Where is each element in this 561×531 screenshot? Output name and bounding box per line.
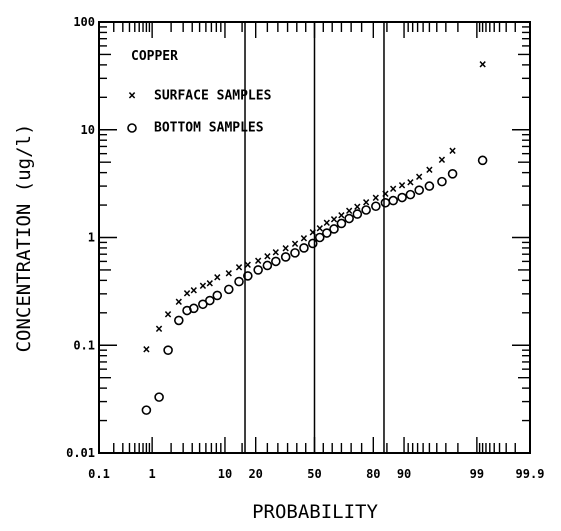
data-point-bottom: [253, 265, 263, 275]
y-tick-label: 100: [73, 15, 95, 29]
data-point-surface: ×: [316, 221, 324, 236]
data-point-surface: ×: [213, 271, 221, 286]
data-point-surface: ×: [164, 308, 172, 323]
tick-labels: 0.1 1 10 20 50 80 90 99 99.9 0.01 0.1 1 10 100: [66, 15, 544, 481]
y-tick-label: 10: [81, 123, 95, 137]
data-point-surface: ×: [389, 182, 397, 197]
data-point-bottom: [397, 192, 407, 203]
data-point-bottom: [352, 209, 363, 219]
data-point-surface: ×: [372, 191, 380, 206]
data-point-bottom: [371, 201, 381, 212]
data-point-surface: ×: [142, 343, 150, 358]
data-point-bottom: [437, 176, 447, 187]
data-point-surface: ×: [362, 195, 370, 210]
data-points: ×××××× × × × × × × × × × × × × × × × × × × × × × × × × × × ××××: [141, 57, 488, 415]
data-point-bottom: [336, 218, 347, 229]
data-point-bottom: [405, 189, 416, 200]
x-tick-label: 90: [397, 467, 411, 481]
data-point-surface: ×: [190, 283, 198, 298]
data-point-surface: ×: [479, 57, 487, 72]
x-tick-label: 99.9: [516, 467, 545, 481]
data-point-surface: ×: [415, 170, 423, 185]
data-point-bottom: [271, 256, 281, 267]
data-point-surface: ×: [155, 322, 163, 337]
x-tick-label: 0.1: [88, 467, 110, 481]
data-point-surface: ×: [382, 187, 390, 202]
data-point-bottom: [344, 213, 354, 224]
x-tick-label: 99: [470, 467, 484, 481]
data-point-bottom: [447, 169, 458, 179]
data-point-surface: ×: [345, 204, 353, 219]
data-point-surface: ×: [438, 153, 446, 168]
data-point-bottom: [477, 155, 488, 166]
y-tick-label: 0.01: [66, 446, 95, 460]
data-point-bottom: [361, 205, 371, 215]
data-point-surface: ×: [282, 242, 290, 257]
data-point-surface: ×: [272, 245, 280, 260]
y-tick-label: 1: [88, 231, 95, 245]
data-point-bottom: [322, 228, 332, 238]
legend: COPPER × SURFACE SAMPLES BOTTOM SAMPLES: [127, 49, 272, 136]
data-point-surface: ×: [323, 216, 331, 231]
data-point-bottom: [163, 345, 173, 355]
data-point-surface: ×: [263, 249, 271, 264]
x-tick-label: 50: [307, 467, 321, 481]
grid-lines: [244, 22, 385, 453]
data-point-surface: ×: [199, 279, 207, 294]
data-point-bottom: [329, 224, 339, 234]
data-point-bottom: [388, 195, 399, 206]
data-point-surface: ×: [291, 237, 299, 252]
data-point-surface: ×: [235, 261, 243, 276]
data-point-bottom: [307, 238, 318, 249]
y-axis-title: CONCENTRATION (ug/l): [13, 124, 35, 353]
data-point-surface: ×: [353, 200, 361, 215]
data-point-bottom: [414, 185, 424, 195]
data-point-bottom: [223, 284, 234, 295]
data-point-surface: ×: [206, 277, 214, 292]
data-point-bottom: [290, 248, 300, 258]
data-point-surface: ×: [398, 179, 406, 194]
x-tick-label: 80: [366, 467, 380, 481]
data-point-surface: ×: [406, 176, 414, 191]
legend-label-surface: SURFACE SAMPLES: [154, 89, 272, 104]
legend-label-bottom: BOTTOM SAMPLES: [154, 121, 264, 136]
data-point-surface: ×: [338, 209, 346, 224]
axis-ticks: [99, 22, 530, 453]
data-point-bottom: [212, 290, 223, 301]
data-point-surface: ×: [244, 258, 252, 273]
y-tick-label: 0.1: [73, 338, 95, 352]
data-point-surface: ×: [254, 254, 262, 269]
data-point-bottom: [174, 315, 184, 326]
legend-marker-bottom: [127, 123, 137, 133]
x-tick-label: 10: [218, 467, 232, 481]
data-point-surface: ×: [309, 226, 317, 241]
data-point-surface: ×: [225, 266, 233, 281]
data-point-surface: ×: [425, 163, 433, 178]
data-point-bottom: [234, 276, 244, 287]
data-point-surface: ×: [300, 231, 308, 246]
x-axis-title: PROBABILITY: [252, 501, 378, 523]
data-point-bottom: [280, 252, 291, 262]
data-point-surface: ×: [175, 295, 183, 310]
data-point-surface: ×: [449, 144, 457, 159]
data-point-bottom: [299, 243, 309, 253]
data-point-bottom: [243, 271, 253, 281]
data-point-bottom: [154, 392, 164, 402]
data-point-bottom: [262, 260, 273, 271]
legend-title: COPPER: [131, 49, 178, 64]
legend-marker-surface: ×: [128, 89, 136, 104]
x-tick-label: 1: [149, 467, 156, 481]
data-point-bottom: [141, 405, 152, 415]
data-point-bottom: [424, 181, 435, 191]
data-point-surface: ×: [183, 286, 191, 301]
data-point-bottom: [205, 295, 215, 306]
data-point-surface: ×: [330, 213, 338, 228]
x-tick-label: 20: [248, 467, 262, 481]
data-point-bottom: [314, 232, 325, 243]
data-point-bottom: [189, 303, 199, 314]
